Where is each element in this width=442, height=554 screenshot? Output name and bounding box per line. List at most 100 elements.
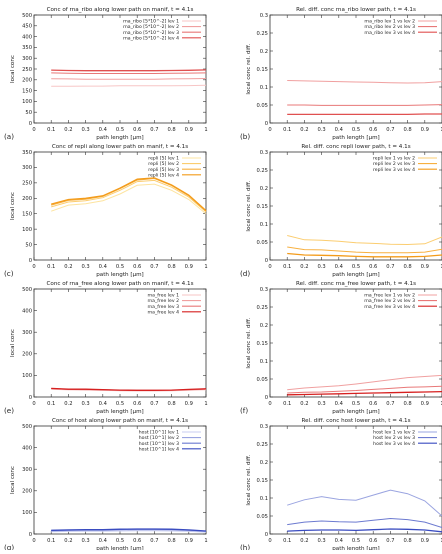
x-tick-label: 0.3	[317, 401, 325, 407]
x-tick-label: 0.2	[300, 264, 308, 270]
x-tick-label: 0.6	[369, 127, 377, 133]
x-tick-label: 0.5	[116, 401, 124, 407]
y-tick-label: 0.15	[256, 341, 268, 347]
y-tick-label: 0.2	[260, 49, 268, 55]
series-line-1	[51, 531, 206, 532]
x-axis-label: path length [µm]	[96, 409, 143, 415]
x-tick-label: 0.8	[167, 127, 175, 133]
x-axis-label: path length [µm]	[96, 546, 143, 550]
x-tick-label: 0.9	[421, 127, 429, 133]
x-tick-label: 0.4	[99, 401, 108, 407]
y-tick-label: 0.15	[256, 204, 268, 210]
x-tick-label: 0.9	[421, 401, 429, 407]
y-tick-label: 0.1	[260, 85, 268, 91]
x-axis-label: path length [µm]	[96, 135, 143, 141]
chart-title: Rel. diff. conc rna_free lower path, t =…	[296, 281, 416, 287]
x-tick-label: 0	[32, 401, 35, 407]
legend-label: repli [5] lev 3	[148, 167, 179, 173]
legend-label: repli [5] lev 1	[148, 156, 179, 162]
y-tick-label: 0	[265, 532, 268, 538]
y-tick-label: 450	[22, 24, 32, 30]
y-tick-label: 0	[29, 532, 32, 538]
legend-label: host [10^1] lev 4	[139, 446, 179, 452]
x-tick-label: 0.3	[81, 127, 89, 133]
y-tick-label: 100	[22, 510, 32, 516]
y-tick-label: 150	[22, 212, 32, 218]
legend-label: repli lev 1 vs lev 2	[373, 156, 415, 162]
x-tick-label: 0.5	[352, 264, 360, 270]
x-tick-label: 0.9	[185, 538, 193, 544]
x-tick-label: 0.1	[47, 538, 55, 544]
legend-label: rna_free lev 3 vs lev 4	[364, 304, 415, 310]
x-tick-label: 0.8	[403, 127, 411, 133]
x-axis-label: path length [µm]	[332, 409, 379, 415]
y-tick-label: 50	[25, 110, 32, 116]
panel-label: (g)	[4, 543, 14, 550]
x-tick-label: 0.6	[369, 538, 377, 544]
y-tick-label: 250	[22, 181, 32, 187]
y-tick-label: 0.2	[260, 186, 268, 192]
x-tick-label: 0.6	[133, 127, 141, 133]
legend-label: host [10^1] lev 2	[139, 435, 179, 441]
y-tick-label: 0.1	[260, 359, 268, 365]
x-tick-label: 0.9	[421, 538, 429, 544]
chart-title: Conc of host along lower path on manif, …	[52, 418, 188, 424]
legend-label: host [10^1] lev 3	[139, 441, 179, 447]
panel-label: (c)	[4, 269, 14, 278]
x-tick-label: 0.9	[421, 264, 429, 270]
x-tick-label: 0.4	[99, 538, 108, 544]
series-line-2	[51, 79, 206, 80]
y-tick-label: 0.15	[256, 67, 268, 73]
series-line-2	[287, 247, 442, 253]
legend-label: host lev 1 vs lev 2	[373, 430, 415, 436]
y-tick-label: 0	[29, 395, 32, 401]
x-tick-label: 0	[32, 127, 35, 133]
y-tick-label: 0	[265, 395, 268, 401]
x-tick-label: 0.2	[64, 401, 72, 407]
x-tick-label: 0.5	[352, 127, 360, 133]
x-tick-label: 0.2	[64, 538, 72, 544]
x-tick-label: 0.8	[403, 264, 411, 270]
x-tick-label: 0.1	[47, 401, 55, 407]
x-tick-label: 0.3	[317, 264, 325, 270]
x-tick-label: 0.1	[283, 401, 291, 407]
legend-label: rna_ribo lev 2 vs lev 3	[364, 24, 415, 30]
x-axis-label: path length [µm]	[332, 135, 379, 141]
series-line-1	[51, 85, 206, 86]
legend-label: rna_free lev 2	[147, 298, 179, 304]
legend-label: rna_ribo [5*10^-2] lev 3	[123, 30, 179, 36]
x-tick-label: 0.7	[386, 401, 394, 407]
x-tick-label: 1	[204, 538, 207, 544]
y-axis-label: local conc	[10, 192, 16, 220]
plot-frame	[270, 426, 442, 534]
x-tick-label: 0.2	[64, 127, 72, 133]
x-tick-label: 0.8	[403, 401, 411, 407]
y-tick-label: 0.05	[256, 514, 268, 520]
legend-label: host lev 2 vs lev 3	[373, 435, 415, 441]
x-tick-label: 0.4	[99, 264, 108, 270]
x-tick-label: 0.6	[133, 264, 141, 270]
x-axis-label: path length [µm]	[96, 272, 143, 278]
series-line-4	[51, 70, 206, 71]
y-tick-label: 0.05	[256, 377, 268, 383]
x-tick-label: 0.6	[133, 538, 141, 544]
series-line-2	[287, 105, 442, 106]
x-tick-label: 0.3	[317, 538, 325, 544]
x-tick-label: 0	[268, 264, 271, 270]
y-tick-label: 0	[265, 121, 268, 127]
x-tick-label: 0.5	[116, 538, 124, 544]
series-line-3	[51, 73, 206, 74]
x-tick-label: 0	[268, 127, 271, 133]
y-axis-label: local conc rel. diff.	[246, 454, 252, 505]
y-tick-label: 0	[29, 121, 32, 127]
x-tick-label: 0.8	[167, 538, 175, 544]
x-tick-label: 0.3	[317, 127, 325, 133]
plot-frame	[270, 15, 442, 123]
x-tick-label: 0.5	[116, 264, 124, 270]
y-tick-label: 0.2	[260, 460, 268, 466]
series-line-3	[287, 254, 442, 257]
